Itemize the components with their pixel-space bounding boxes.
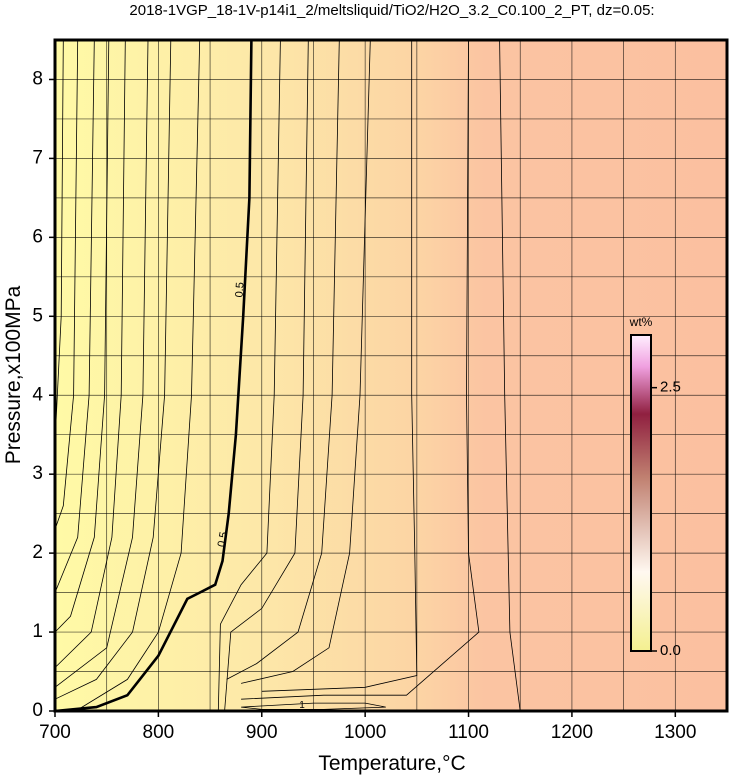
contour-line bbox=[75, 39, 201, 712]
contour-line bbox=[217, 39, 281, 712]
contour-line bbox=[241, 39, 480, 700]
colorbar-ticks: 0.0 2.5 bbox=[651, 379, 681, 659]
contour-line bbox=[54, 39, 79, 530]
x-tick-label: 1300 bbox=[654, 722, 696, 743]
contour-bold bbox=[54, 39, 253, 713]
y-axis-label: Pressure,x100MPa bbox=[2, 285, 25, 464]
contour-line bbox=[54, 39, 110, 633]
y-tick-label: 4 bbox=[32, 384, 43, 405]
y-tick-label: 8 bbox=[32, 68, 43, 89]
y-tick-label: 6 bbox=[32, 226, 43, 247]
y-tick-label: 1 bbox=[32, 621, 43, 642]
contour-line bbox=[54, 39, 64, 443]
y-tick-label: 5 bbox=[32, 305, 43, 326]
colorbar-label: wt% bbox=[629, 315, 653, 329]
y-tick-label: 2 bbox=[32, 542, 43, 563]
contour-line bbox=[261, 40, 418, 692]
contour-line bbox=[54, 39, 172, 700]
contour-line bbox=[54, 39, 126, 668]
contour-label: 0.5 bbox=[233, 282, 246, 298]
x-tick-label: 1200 bbox=[551, 722, 593, 743]
frame bbox=[53, 38, 729, 713]
contour-label: 1 bbox=[299, 700, 305, 711]
x-tick-label: 800 bbox=[143, 722, 175, 743]
x-tick-label: 900 bbox=[246, 722, 278, 743]
x-tick-label: 1100 bbox=[448, 722, 489, 743]
contour-line bbox=[226, 39, 340, 680]
contour-line bbox=[499, 39, 521, 712]
contour-line bbox=[241, 39, 371, 684]
contour-line bbox=[241, 702, 386, 710]
contour-line bbox=[54, 39, 149, 688]
y-tick-label: 3 bbox=[32, 463, 43, 484]
grid bbox=[54, 40, 727, 712]
y-tick-label: 7 bbox=[32, 147, 43, 168]
contours bbox=[54, 39, 521, 713]
contour-line bbox=[224, 39, 309, 712]
colorbar bbox=[630, 334, 652, 652]
contour-label: 0.5 bbox=[216, 531, 230, 548]
x-tick-label: 1000 bbox=[344, 722, 386, 743]
field bbox=[55, 40, 727, 711]
x-axis-label: Temperature,°C bbox=[318, 752, 465, 775]
contour-line bbox=[54, 39, 95, 593]
colorbar-tick-label: 0.0 bbox=[660, 642, 681, 659]
y-tick-label: 0 bbox=[32, 700, 43, 721]
x-tick-label: 700 bbox=[39, 722, 71, 743]
chart-title: 2018-1VGP_18-1V-p14i1_2/meltsliquid/TiO2… bbox=[129, 2, 654, 19]
colorbar-tick-label: 2.5 bbox=[660, 379, 681, 396]
